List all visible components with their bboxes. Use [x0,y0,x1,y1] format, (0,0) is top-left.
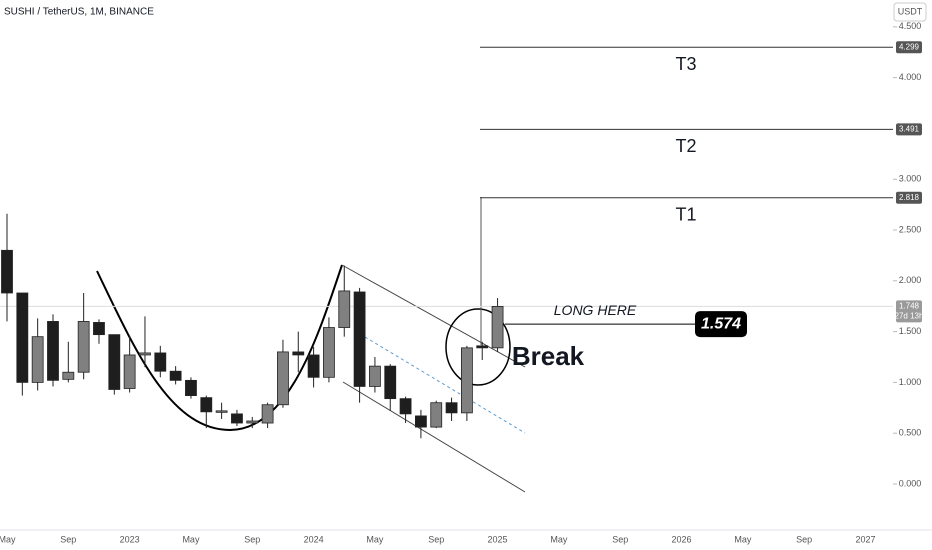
x-tick-label: 2026 [672,534,692,544]
x-tick-label: 2025 [488,534,508,544]
countdown: 27d 13h [895,312,924,321]
price-tag-label: 4.299 [899,42,920,51]
entry-label: LONG HERE [554,302,637,318]
candle-body [338,290,351,328]
candle-body [277,351,289,406]
y-tick-label: 2.000 [899,275,922,285]
channel-lower [342,381,526,493]
candle-body [93,322,105,336]
candle-body [47,321,59,381]
candle-body [62,371,75,380]
y-tick-label: 2.500 [899,224,922,234]
candle-body [246,420,259,424]
candle-body [231,413,243,424]
x-tick-label: Sep [612,534,628,544]
candle-body [261,404,274,424]
chart-title: SUSHI / TetherUS, 1M, BINANCE [4,7,154,18]
candle-body [200,397,213,413]
y-tick-label: 0.000 [899,478,922,488]
price-tag [896,41,922,54]
x-tick-label: 2024 [304,534,324,544]
currency-box[interactable] [893,2,927,22]
candle-body [123,354,136,389]
candle-body [430,402,443,428]
x-tick-label: Sep [60,534,76,544]
target-name: T2 [675,136,696,156]
candle-body [476,345,489,349]
annotation: Break [512,341,585,371]
channel-upper [341,264,526,368]
candle-body [491,305,504,349]
price-tag-label: 2.818 [899,193,920,202]
target-name: T1 [675,204,696,224]
y-tick-label: 3.000 [899,174,922,184]
candle-body [460,347,473,414]
candle-body [307,354,320,378]
last-price-label: 1.748 [899,302,920,311]
y-tick-label: 4.500 [899,21,922,31]
target-name: T3 [675,54,696,74]
candle-body [77,321,90,373]
x-tick-label: 2027 [855,534,875,544]
candle-body [139,352,151,356]
x-tick-label: May [182,534,200,544]
y-tick-label: 4.000 [899,72,922,82]
channel-mid [364,336,526,434]
y-tick-label: 1.500 [899,326,922,336]
candle-body [1,249,13,294]
cup-curve [96,264,343,432]
candle-body [108,334,121,390]
y-tick-label: 1.000 [899,377,922,387]
candle-body [399,398,412,415]
candle-body [292,351,305,356]
currency: USDT [898,6,923,16]
price-tag [896,191,922,204]
x-tick-label: May [0,534,16,544]
entry-box [695,311,747,338]
candle-body [215,410,228,413]
candle-body [16,292,29,383]
candle-body [323,327,335,378]
break-circle [445,308,511,386]
candle-body [384,365,397,400]
candle-body [369,365,381,387]
x-tick-label: May [734,534,752,544]
x-tick-label: May [366,534,384,544]
entry-value: 1.574 [701,315,741,332]
x-tick-label: May [550,534,568,544]
x-tick-label: Sep [796,534,812,544]
candle-body [353,291,366,387]
candle-body [169,370,182,381]
y-tick-label: 0.500 [899,428,922,438]
candle-body [154,352,167,372]
last-price-tag [896,300,922,323]
candle-body [185,379,197,396]
x-tick-label: 2023 [120,534,140,544]
price-tag-label: 3.491 [899,124,920,133]
x-tick-label: Sep [244,534,260,544]
x-tick-label: Sep [428,534,444,544]
candle-body [415,415,427,428]
candle-body [445,402,458,414]
candle-body [31,336,44,383]
price-tag [896,123,922,136]
